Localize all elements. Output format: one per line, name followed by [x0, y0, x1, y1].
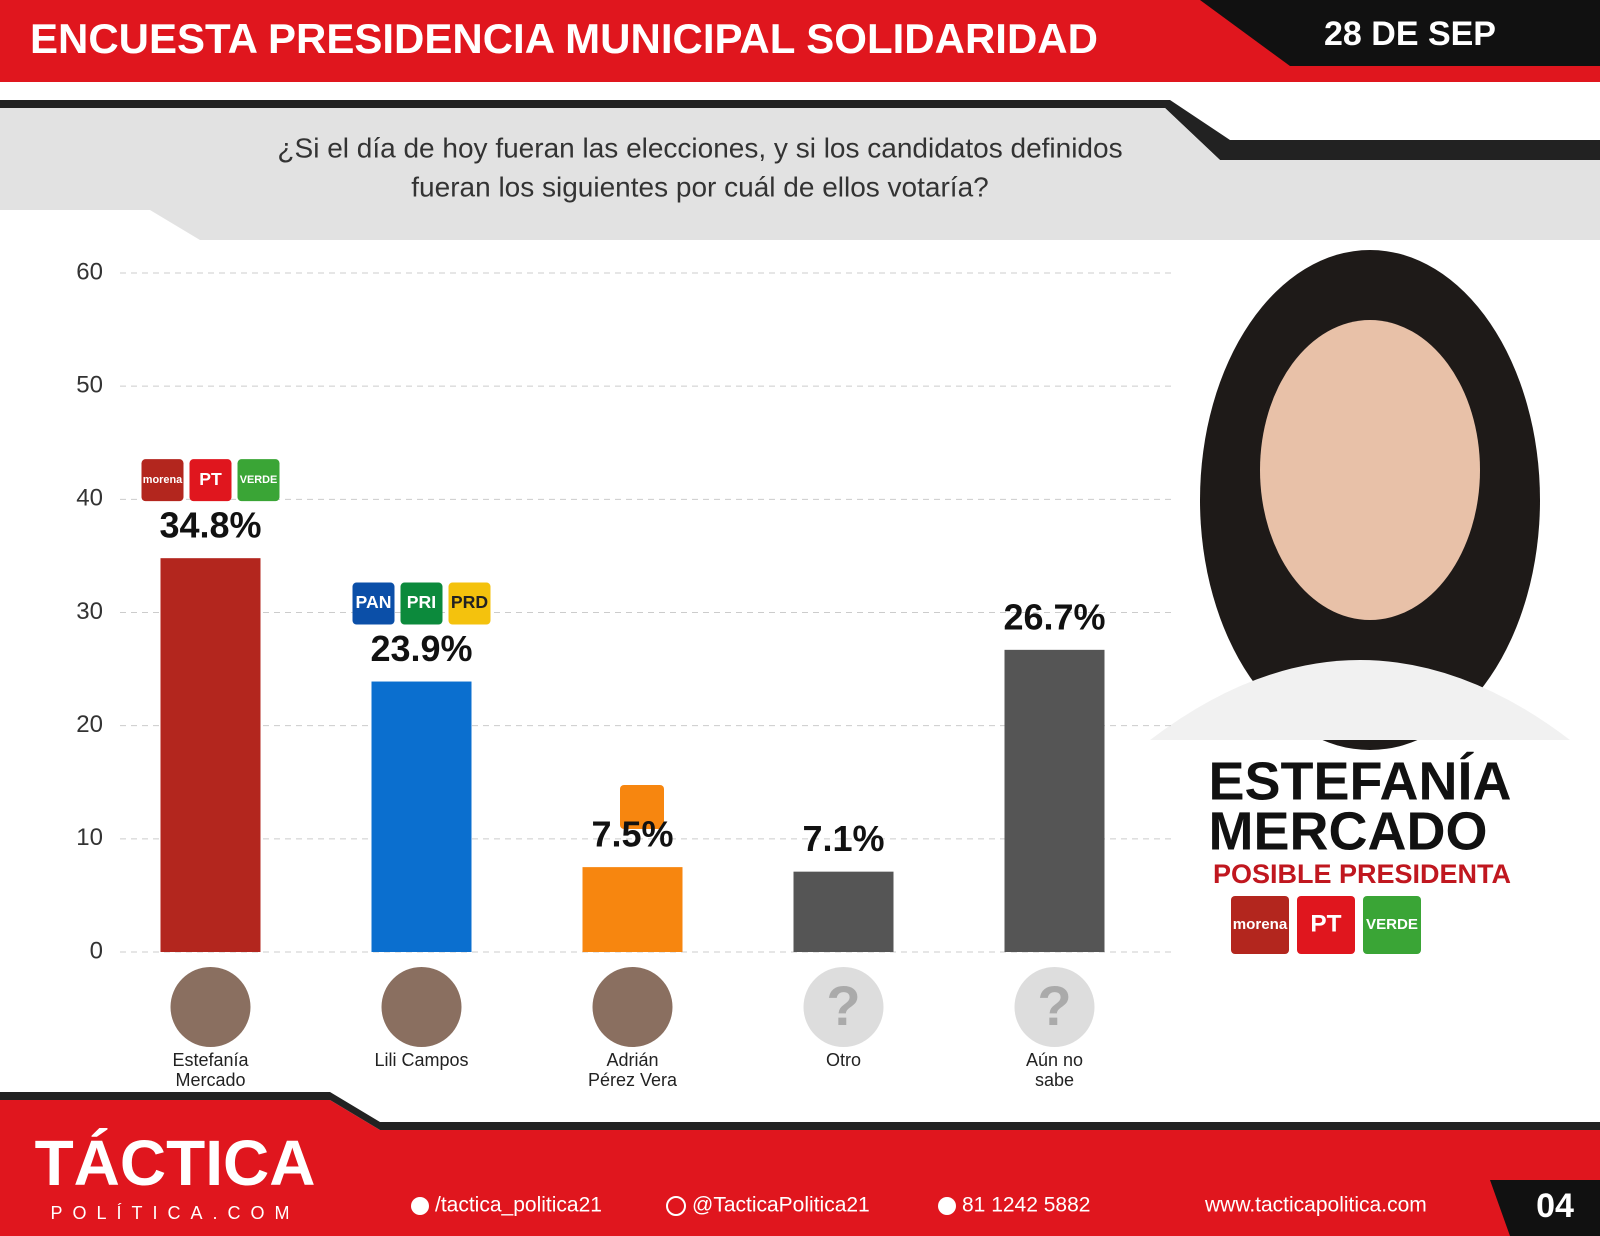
portrait — [1150, 250, 1570, 750]
web: www.tacticapolitica.com — [1204, 1194, 1427, 1217]
party-logo — [1297, 896, 1355, 954]
brand-sub: POLÍTICA.COM — [50, 1203, 299, 1223]
y-tick-label: 0 — [90, 937, 103, 964]
fb-icon — [411, 1197, 429, 1215]
avatar — [803, 967, 884, 1047]
bar — [371, 681, 472, 952]
bar — [1004, 649, 1105, 952]
party-logo — [352, 582, 395, 625]
question: fueran los siguientes por cuál de ellos … — [411, 171, 988, 202]
question-band — [0, 108, 1600, 240]
y-tick-label: 30 — [76, 598, 103, 625]
y-tick-label: 10 — [76, 824, 103, 851]
candidate-name: MERCADO — [1209, 801, 1488, 861]
page-band — [1490, 1180, 1600, 1236]
party-logo — [141, 459, 184, 502]
header-stripe — [0, 100, 1600, 160]
footer-band — [0, 1100, 1600, 1236]
party-logo-text: PAN — [356, 592, 392, 612]
party-logo — [400, 582, 443, 625]
y-tick-label: 50 — [76, 372, 103, 399]
page-number: 04 — [1536, 1187, 1574, 1225]
party-logo-text: PT — [199, 469, 222, 489]
y-tick-label: 60 — [76, 258, 103, 285]
party-logo — [448, 582, 491, 625]
value-label: 26.7% — [1003, 596, 1105, 637]
bar — [793, 871, 894, 952]
party-logo — [237, 459, 280, 502]
brand: TÁCTICA — [35, 1127, 316, 1199]
x-tick-label: Otro — [825, 1050, 861, 1070]
mc-logo — [620, 785, 664, 829]
party-logo — [1231, 896, 1289, 954]
bar — [160, 558, 261, 952]
ig-icon — [666, 1196, 686, 1216]
value-label: 7.5% — [591, 814, 673, 855]
x-tick-label: Estefanía Mercado — [172, 1050, 249, 1090]
party-logo-text: PT — [1310, 910, 1341, 937]
date-band — [1200, 0, 1600, 66]
party-logo — [189, 459, 232, 502]
bar — [582, 867, 683, 952]
unknown-icon: ? — [1037, 974, 1071, 1037]
value-label: 34.8% — [159, 505, 261, 546]
party-logo-text: VERDE — [240, 474, 278, 486]
party-logo-text: VERDE — [1366, 916, 1418, 933]
facebook: /tactica_politica21 — [435, 1194, 602, 1217]
candidate-name: ESTEFANÍA — [1208, 751, 1511, 811]
wa-icon — [938, 1197, 956, 1215]
party-logo — [1363, 896, 1421, 954]
party-logo-text: PRD — [451, 592, 488, 612]
avatar — [1014, 967, 1095, 1047]
y-tick-label: 40 — [76, 485, 103, 512]
party-logo-text: morena — [143, 474, 183, 486]
value-label: 7.1% — [802, 818, 884, 859]
phone: 81 1242 5882 — [962, 1194, 1090, 1217]
value-label: 23.9% — [370, 628, 472, 669]
unknown-icon: ? — [826, 974, 860, 1037]
instagram: @TacticaPolitica21 — [692, 1194, 870, 1217]
footer-stripe — [0, 1092, 1600, 1130]
x-tick-label: Adrián Pérez Vera — [587, 1050, 678, 1090]
y-tick-label: 20 — [76, 711, 103, 738]
avatar — [170, 967, 251, 1047]
avatar — [592, 967, 673, 1047]
party-logo-text: morena — [1233, 916, 1288, 933]
candidate-role: POSIBLE PRESIDENTA — [1213, 859, 1511, 889]
question: ¿Si el día de hoy fueran las elecciones,… — [277, 132, 1122, 163]
avatar — [381, 967, 462, 1047]
title: ENCUESTA PRESIDENCIA MUNICIPAL SOLIDARID… — [30, 15, 1098, 62]
date: 28 DE SEP — [1324, 15, 1496, 53]
party-logo-text: PRI — [407, 592, 436, 612]
x-tick-label: Lili Campos — [374, 1050, 469, 1070]
x-tick-label: Aún no sabe — [1025, 1050, 1084, 1090]
